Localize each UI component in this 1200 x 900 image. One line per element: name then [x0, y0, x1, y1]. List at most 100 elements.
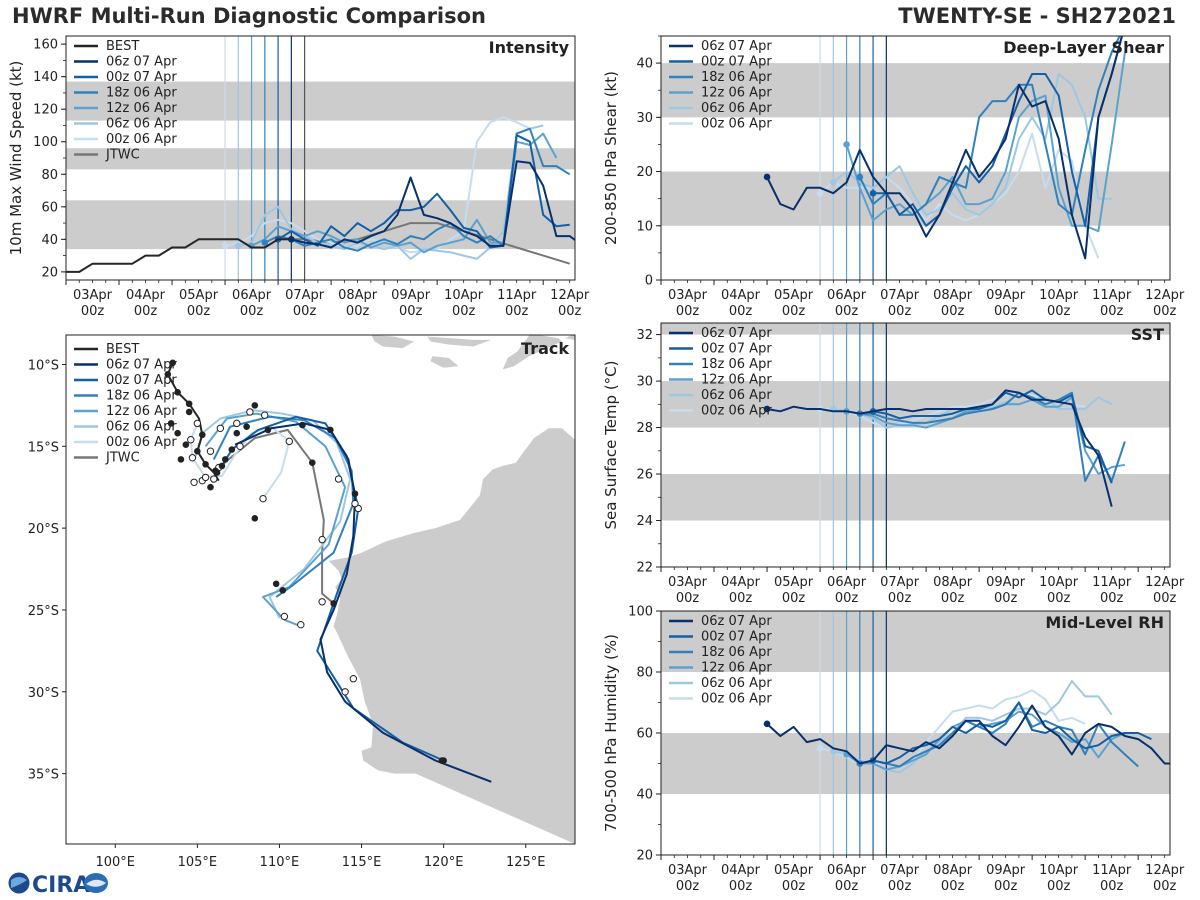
- track-lat-label: 20°S: [28, 522, 59, 537]
- rh-xtick-label-day: 06Apr: [827, 863, 867, 878]
- intensity-xtick-label-hour: 00z: [187, 304, 211, 319]
- track-position-marker-filled: [164, 370, 172, 378]
- track-legend-label: 00z 07 Apr: [106, 373, 177, 388]
- track-position-marker-filled: [218, 462, 226, 470]
- rh-legend-label: 18z 06 Apr: [701, 645, 772, 660]
- track-position-marker-open: [188, 454, 197, 462]
- shear-ytick-label: 20: [636, 165, 653, 180]
- shear-xtick-label-hour: 00z: [1153, 304, 1177, 319]
- intensity-ytick-label: 120: [33, 103, 58, 118]
- sst-xtick-label-day: 09Apr: [986, 575, 1026, 590]
- track-position-marker-filled: [185, 400, 193, 408]
- shear-series-06z-06-apr: [832, 73, 1112, 216]
- sst-xtick-label-day: 06Apr: [827, 575, 867, 590]
- sst-xtick-label-day: 11Apr: [1092, 575, 1132, 590]
- shear-xtick-label-hour: 00z: [888, 304, 912, 319]
- intensity-series-best: [66, 238, 292, 273]
- rh-legend-label: 12z 06 Apr: [701, 661, 772, 676]
- rh-xtick-label-hour: 00z: [729, 879, 753, 894]
- track-legend-label: 06z 06 Apr: [106, 420, 177, 435]
- rh-xtick-label-hour: 00z: [835, 879, 859, 894]
- rh-ylabel: 700-500 hPa Humidity (%): [602, 634, 620, 832]
- rh-panel-title: Mid-Level RH: [1045, 613, 1164, 632]
- shear-axes-frame: [660, 35, 1171, 281]
- sst-legend-label: 00z 06 Apr: [701, 404, 772, 419]
- sst-axes-frame: [660, 322, 1171, 568]
- sst-legend-label: 00z 07 Apr: [701, 342, 772, 357]
- intensity-xtick-label-day: 11Apr: [497, 288, 537, 303]
- track-position-marker-open: [341, 688, 349, 696]
- rh-xtick-label-day: 08Apr: [933, 863, 973, 878]
- track-position-marker-open: [260, 411, 269, 419]
- track-position-marker-filled: [185, 408, 193, 416]
- sst-xtick-label-hour: 00z: [835, 591, 859, 606]
- intensity-xtick-label-day: 05Apr: [179, 288, 219, 303]
- intensity-legend-label: 18z 06 Apr: [106, 86, 177, 101]
- shear-series-12z-06-apr: [845, 52, 1126, 233]
- track-position-marker-filled: [177, 456, 185, 463]
- intensity-init-point: [235, 242, 242, 250]
- rh-xtick-label-hour: 00z: [1153, 879, 1177, 894]
- track-position-marker-open: [318, 598, 326, 606]
- intensity-xtick-label-hour: 00z: [134, 304, 158, 319]
- shear-init-point: [869, 189, 877, 197]
- shear-series-00z-06-apr: [819, 132, 1100, 259]
- shear-xtick-label-day: 09Apr: [986, 288, 1026, 303]
- intensity-series-00z-07-apr: [277, 134, 570, 249]
- rh-xtick-label-day: 09Apr: [986, 863, 1026, 878]
- track-position-marker-open: [233, 419, 241, 428]
- intensity-legend-label: 06z 07 Apr: [106, 55, 177, 70]
- sst-xtick-label-hour: 00z: [1047, 591, 1071, 606]
- track-00z-06-apr: [189, 423, 291, 500]
- track-position-marker-open: [187, 436, 195, 444]
- track-position-marker-filled: [251, 402, 259, 409]
- track-position-marker-filled: [351, 490, 359, 498]
- track-best: [166, 362, 220, 482]
- sst-xtick-label-hour: 00z: [676, 591, 700, 606]
- rh-xtick-label-day: 10Apr: [1039, 863, 1079, 878]
- track-lon-label: 125°E: [506, 855, 546, 870]
- sst-ytick-label: 26: [636, 468, 653, 483]
- figure-title: HWRF Multi-Run Diagnostic Comparison: [12, 4, 487, 28]
- track-lat-label: 10°S: [28, 358, 59, 373]
- track-position-marker-filled: [194, 447, 201, 455]
- track-06z-07-apr: [234, 422, 492, 783]
- sst-ytick-label: 24: [636, 514, 653, 529]
- rh-ytick-label: 20: [636, 849, 653, 864]
- land-mass: [430, 356, 459, 368]
- sst-xtick-label-day: 10Apr: [1039, 575, 1079, 590]
- rh-legend-label: 00z 06 Apr: [701, 692, 772, 707]
- shear-legend-label: 18z 06 Apr: [701, 70, 772, 85]
- track-position-marker-filled: [243, 423, 250, 430]
- logo-swirl-icon: [11, 877, 27, 888]
- sst-shade-band: [661, 323, 1170, 335]
- shear-xtick-label-hour: 00z: [835, 304, 859, 319]
- intensity-init-point: [288, 236, 295, 243]
- sst-xtick-label-hour: 00z: [941, 591, 965, 606]
- track-position-marker-filled: [198, 431, 206, 439]
- shear-panel-title: Deep-Layer Shear: [1003, 38, 1164, 57]
- land-mass: [502, 335, 562, 370]
- rh-legend-label: 06z 07 Apr: [701, 614, 772, 629]
- sst-xtick-label-day: 04Apr: [721, 575, 761, 590]
- shear-init-point: [830, 179, 837, 186]
- rh-series-06z-07-apr: [766, 704, 1170, 765]
- track-position-marker-open: [236, 442, 244, 450]
- rh-ytick-label: 100: [628, 605, 653, 620]
- sst-legend-label: 18z 06 Apr: [701, 357, 772, 372]
- track-position-marker-open: [193, 419, 202, 428]
- shear-xtick-label-hour: 00z: [782, 304, 806, 319]
- rh-shade-band: [661, 611, 1170, 672]
- rh-xtick-label-hour: 00z: [888, 879, 912, 894]
- track-legend-label: 06z 07 Apr: [106, 358, 177, 373]
- intensity-panel: 2040608010012014016003Apr00z04Apr00z05Ap…: [7, 35, 590, 319]
- intensity-xtick-label-hour: 00z: [399, 304, 423, 319]
- rh-xtick-label-hour: 00z: [994, 879, 1018, 894]
- track-position-marker-filled: [264, 426, 272, 434]
- sst-ytick-label: 30: [636, 375, 653, 390]
- shear-ylabel: 200-850 hPa Shear (kt): [602, 71, 620, 245]
- intensity-xtick-label-day: 03Apr: [73, 288, 113, 303]
- track-lat-label: 15°S: [28, 440, 59, 455]
- intensity-xtick-label-day: 04Apr: [126, 288, 166, 303]
